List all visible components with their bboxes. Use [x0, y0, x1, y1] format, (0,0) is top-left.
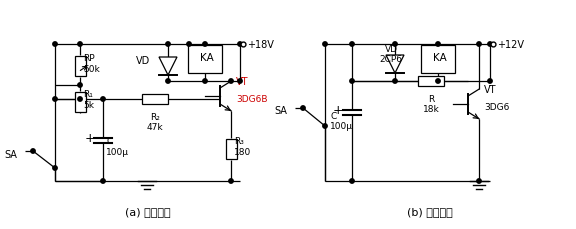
Circle shape: [229, 179, 233, 183]
Bar: [142, 95, 168, 105]
Text: +12V: +12V: [497, 40, 524, 50]
Text: RP
50k: RP 50k: [83, 54, 100, 73]
Text: R₃
180: R₃ 180: [234, 137, 251, 156]
Circle shape: [393, 43, 397, 47]
Text: VT: VT: [484, 85, 497, 95]
Circle shape: [78, 97, 82, 102]
Text: C
100μ: C 100μ: [106, 137, 129, 156]
Circle shape: [477, 43, 481, 47]
Text: SA: SA: [274, 106, 287, 115]
Circle shape: [229, 79, 233, 84]
Circle shape: [101, 97, 105, 102]
Circle shape: [238, 79, 242, 84]
Text: 3DG6: 3DG6: [484, 103, 509, 112]
Circle shape: [350, 179, 354, 183]
Bar: [74, 93, 85, 112]
Bar: [74, 57, 85, 77]
Circle shape: [393, 79, 397, 84]
Bar: [188, 46, 222, 74]
Circle shape: [166, 43, 170, 47]
Circle shape: [488, 43, 492, 47]
Circle shape: [101, 179, 105, 183]
Bar: [225, 139, 237, 159]
Circle shape: [238, 43, 242, 47]
Text: R₁
5k: R₁ 5k: [83, 90, 94, 109]
Circle shape: [53, 166, 57, 170]
Circle shape: [436, 43, 440, 47]
Text: R
18k: R 18k: [423, 95, 439, 114]
Circle shape: [53, 97, 57, 102]
Circle shape: [203, 79, 207, 84]
Text: VD
2CP6: VD 2CP6: [380, 45, 403, 64]
Text: +: +: [85, 131, 95, 144]
Circle shape: [53, 43, 57, 47]
Circle shape: [436, 79, 440, 84]
Circle shape: [323, 124, 327, 129]
Text: KA: KA: [433, 53, 447, 63]
Circle shape: [350, 43, 354, 47]
Text: 3DG6B: 3DG6B: [236, 95, 267, 104]
Circle shape: [477, 179, 481, 183]
Circle shape: [166, 79, 170, 84]
Text: VD: VD: [136, 56, 150, 66]
Text: R₂
47k: R₂ 47k: [147, 112, 164, 132]
Text: (a) 延时吸合: (a) 延时吸合: [125, 206, 171, 216]
Circle shape: [78, 83, 82, 88]
Text: +: +: [333, 104, 343, 117]
Polygon shape: [159, 58, 177, 76]
Bar: [421, 46, 455, 74]
Circle shape: [488, 79, 492, 84]
Text: VT: VT: [236, 77, 248, 87]
Text: KA: KA: [200, 53, 214, 63]
Circle shape: [301, 106, 305, 111]
Circle shape: [187, 43, 191, 47]
Text: +18V: +18V: [247, 40, 274, 50]
Circle shape: [31, 149, 35, 153]
Circle shape: [203, 43, 207, 47]
Bar: [418, 77, 444, 87]
Polygon shape: [386, 56, 404, 74]
Text: C
100μ: C 100μ: [330, 111, 353, 131]
Text: (b) 延时释放: (b) 延时释放: [407, 206, 453, 216]
Circle shape: [78, 43, 82, 47]
Text: SA: SA: [4, 149, 17, 159]
Circle shape: [323, 43, 327, 47]
Circle shape: [350, 79, 354, 84]
